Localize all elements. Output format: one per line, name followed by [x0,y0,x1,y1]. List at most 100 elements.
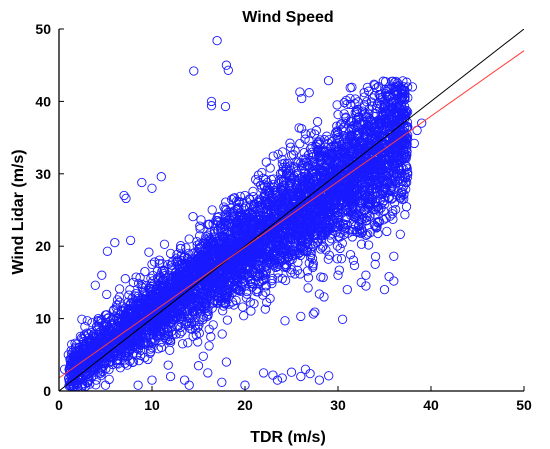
data-point-cloud [245,297,255,307]
data-point-cloud [340,147,350,158]
data-point-cloud [333,109,343,120]
data-point-cloud [109,305,119,315]
data-point-cloud [370,80,380,90]
data-point-cloud [330,213,340,223]
data-point-cloud [324,135,334,145]
data-point-cloud [154,258,164,269]
data-point-cloud [277,185,287,195]
data-point-cloud [295,138,305,149]
chart-title: Wind Speed [242,9,333,26]
data-point-cloud [91,380,101,390]
data-point-cloud [217,231,227,241]
data-point-cloud [220,204,230,214]
data-point-cloud [255,249,265,259]
data-point-cloud [187,324,197,334]
data-point-cloud [274,237,284,247]
data-point-cloud [94,328,104,338]
data-point-cloud [311,125,321,136]
data-point-cloud [217,329,227,339]
data-point-cloud [260,281,271,291]
data-point-cloud [206,332,216,342]
data-point-cloud [388,214,398,224]
data-point-cloud [348,206,358,217]
data-point-cloud [322,195,333,206]
data-point-cloud [301,226,312,236]
y-axis-label: Wind Lidar (m/s) [10,149,27,274]
data-point-cloud [105,356,115,366]
data-point-cloud [101,357,111,367]
data-point-cloud [124,290,134,300]
data-point-cloud [301,187,312,197]
data-point-cloud [335,220,345,231]
data-point-cloud [148,326,159,336]
data-point-cloud [74,350,85,360]
data-point-cloud [354,220,364,230]
data-point-cloud [114,284,125,294]
data-point-cloud [377,156,387,166]
data-point-cloud [140,352,150,363]
data-point-cloud [159,239,170,249]
data-point-cloud [219,202,229,212]
data-point-cloud [109,323,120,333]
data-point-cloud [207,205,217,215]
data-point-cloud [320,162,331,173]
data-point-cloud [149,257,160,267]
data-point-cloud [146,302,156,312]
data-point-cloud [226,203,236,213]
data-point-cloud [400,210,410,220]
data-point-cloud [330,223,341,233]
data-point-cloud [157,281,167,292]
data-point-cloud [374,145,385,156]
data-point-cloud [384,193,394,203]
data-point-cloud [332,100,342,110]
data-point-cloud [152,266,163,276]
data-point-cloud [176,241,186,251]
data-point-cloud [175,322,186,333]
data-point-cloud [174,321,184,331]
data-point-cloud [369,220,380,230]
point-cloud [59,35,427,391]
data-point-cloud [238,215,248,225]
data-point-cloud [302,266,313,276]
data-point-cloud [371,223,382,233]
data-point-cloud [156,337,166,347]
data-point-cloud [239,203,249,213]
data-point-cloud [274,197,285,207]
data-point-cloud [246,306,256,316]
data-point-cloud [135,272,145,283]
data-point-cloud [283,242,293,252]
data-point-cloud [311,212,321,222]
data-point-cloud [332,241,343,251]
data-point-cloud [353,112,363,123]
data-point-cloud [200,234,211,244]
data-point-cloud [318,272,328,283]
data-point-cloud [335,156,345,167]
data-point-cloud [386,130,396,140]
data-point-cloud [260,268,271,278]
data-point-cloud [88,350,99,360]
data-point-cloud [339,109,349,119]
data-point-cloud [221,197,231,207]
data-point-cloud [401,202,412,212]
data-point-cloud [177,339,188,349]
data-point-cloud [155,286,166,296]
data-point-cloud [265,163,275,173]
data-point-cloud [198,351,208,361]
data-point-cloud [351,106,362,116]
data-point-cloud [402,162,412,172]
data-point-cloud [134,302,144,312]
data-point-cloud [377,186,387,197]
data-point-cloud [112,351,122,361]
data-point-cloud [179,258,190,269]
data-point-cloud [251,233,262,243]
data-point-cloud [350,94,360,104]
data-point-cloud [341,113,351,123]
data-point-cloud [268,151,278,161]
data-point-cloud [163,360,173,370]
data-point-cloud [267,275,277,286]
data-point-cloud [251,264,261,274]
data-point-cloud [239,276,249,287]
data-point-cloud [362,132,372,143]
data-point-cloud [174,308,184,318]
